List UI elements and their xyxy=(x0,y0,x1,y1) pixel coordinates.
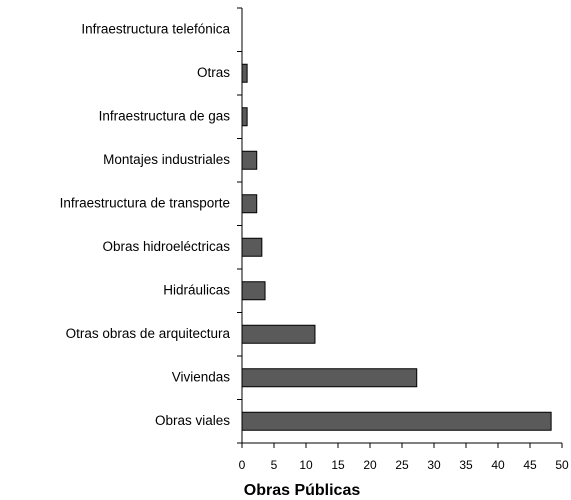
x-tick-label: 40 xyxy=(491,458,505,472)
bar xyxy=(241,411,552,431)
y-tick-label: Obras hidroeléctricas xyxy=(102,239,230,254)
y-tick-label: Viviendas xyxy=(172,369,231,384)
y-tick-label: Infraestructura de transporte xyxy=(60,195,230,210)
bar xyxy=(241,107,248,127)
x-axis-title: Obras Públicas xyxy=(244,482,361,499)
y-tick-label: Infraestructura de gas xyxy=(99,108,231,123)
x-tick-label: 10 xyxy=(299,458,313,472)
x-tick-label: 30 xyxy=(427,458,441,472)
bar xyxy=(241,237,263,257)
y-tick-label: Infraestructura telefónica xyxy=(81,21,230,36)
y-tick-label: Montajes industriales xyxy=(103,152,230,167)
bar xyxy=(241,281,266,301)
x-tick-label: 15 xyxy=(331,458,345,472)
x-tick-label: 20 xyxy=(363,458,377,472)
y-tick-label: Obras viales xyxy=(155,413,230,428)
bar xyxy=(241,194,258,214)
bar xyxy=(241,368,418,388)
bar xyxy=(241,63,248,83)
x-tick-label: 0 xyxy=(239,458,246,472)
x-tick-label: 25 xyxy=(395,458,409,472)
x-tick-label: 5 xyxy=(271,458,278,472)
y-tick-label: Hidráulicas xyxy=(163,282,230,297)
x-tick-label: 35 xyxy=(459,458,473,472)
bar xyxy=(241,150,258,170)
x-tick-label: 50 xyxy=(555,458,569,472)
x-tick-label: 45 xyxy=(523,458,537,472)
y-tick-label: Otras obras de arquitectura xyxy=(66,326,231,341)
y-tick-label: Otras xyxy=(197,65,230,80)
bar xyxy=(241,324,316,344)
